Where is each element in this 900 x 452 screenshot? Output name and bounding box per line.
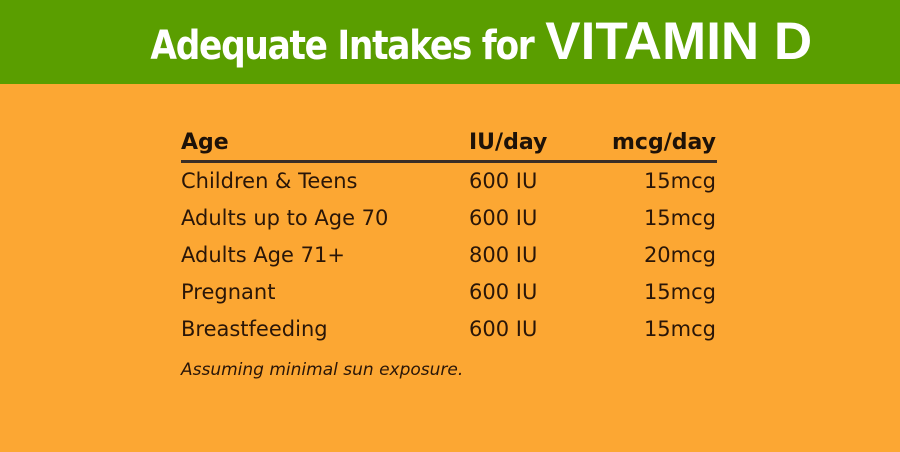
cell-age: Pregnant	[181, 280, 276, 304]
cell-mcg: 15mcg	[643, 206, 716, 230]
vitamin-d-intake-table: Age IU/day mcg/day Children & Teens 600 …	[181, 126, 717, 348]
cell-iu: 600 IU	[469, 206, 538, 230]
title-banner	[0, 0, 900, 84]
table-header-row: Age IU/day mcg/day	[181, 126, 717, 160]
header-divider	[181, 160, 717, 163]
cell-iu: 600 IU	[469, 169, 538, 193]
column-header-age: Age	[181, 130, 229, 155]
table-row: Breastfeeding 600 IU 15mcg	[181, 311, 717, 348]
cell-mcg: 15mcg	[643, 317, 716, 341]
cell-iu: 600 IU	[469, 317, 538, 341]
cell-mcg: 20mcg	[643, 243, 716, 267]
cell-mcg: 15mcg	[643, 169, 716, 193]
table-row: Children & Teens 600 IU 15mcg	[181, 163, 717, 200]
cell-age: Children & Teens	[181, 169, 358, 193]
cell-iu: 800 IU	[469, 243, 538, 267]
title-emphasis: VITAMIN D	[545, 12, 813, 71]
cell-age: Adults up to Age 70	[181, 206, 389, 230]
table-row: Adults Age 71+ 800 IU 20mcg	[181, 237, 717, 274]
cell-iu: 600 IU	[469, 280, 538, 304]
column-header-iu-per-day: IU/day	[469, 130, 548, 155]
table-row: Adults up to Age 70 600 IU 15mcg	[181, 200, 717, 237]
cell-age: Breastfeeding	[181, 317, 328, 341]
cell-age: Adults Age 71+	[181, 243, 345, 267]
cell-mcg: 15mcg	[643, 280, 716, 304]
column-header-mcg-per-day: mcg/day	[611, 130, 716, 155]
footnote: Assuming minimal sun exposure.	[181, 360, 464, 380]
table-row: Pregnant 600 IU 15mcg	[181, 274, 717, 311]
page-title: Adequate Intakes for VITAMIN D	[0, 0, 900, 84]
title-prefix: Adequate Intakes for	[150, 23, 534, 69]
